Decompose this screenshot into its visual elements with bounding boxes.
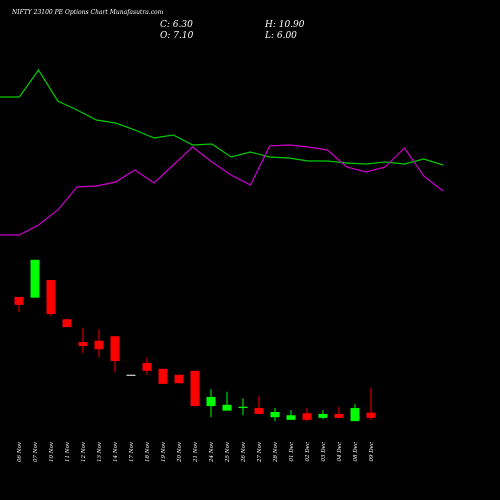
x-tick-label: 13 Nov [97, 441, 103, 462]
x-tick-label: 14 Nov [113, 441, 119, 462]
x-tick-label: 21 Nov [193, 441, 199, 463]
candle-body [222, 404, 232, 411]
x-tick-label: 03 Dec [321, 442, 327, 462]
candle-body [46, 280, 56, 315]
candle-body [30, 259, 40, 298]
x-tick-label: 20 Nov [177, 441, 183, 463]
x-tick-label: 17 Nov [129, 441, 135, 462]
candle-body [14, 297, 24, 305]
x-tick-label: 24 Nov [209, 441, 215, 463]
x-tick-label: 01 Dec [289, 442, 295, 462]
x-tick-label: 19 Nov [161, 441, 167, 462]
candle-body [158, 368, 168, 384]
candle-body [366, 412, 376, 418]
x-tick-label: 12 Nov [81, 441, 87, 462]
candle-body [142, 362, 152, 371]
low-label: L: 6.00 [264, 31, 297, 41]
x-tick-label: 25 Nov [225, 441, 231, 463]
indicator-line [0, 144, 444, 236]
high-label: H: 10.90 [264, 20, 305, 30]
x-tick-label: 28 Nov [273, 441, 279, 463]
x-tick-label: 02 Dec [305, 442, 311, 462]
x-tick-label: 08 Dec [353, 442, 359, 462]
candle-body [94, 340, 104, 350]
candle-body [334, 413, 344, 418]
candle-body [126, 374, 136, 376]
candle-body [110, 336, 120, 362]
candle-body [174, 374, 184, 384]
x-tick-label: 09 Dec [369, 442, 375, 462]
candle-body [286, 415, 296, 420]
candle-body [270, 411, 280, 418]
close-label: C: 6.30 [160, 20, 193, 30]
x-tick-label: 27 Nov [257, 441, 263, 463]
candle-body [302, 413, 312, 420]
candle-body [62, 319, 72, 328]
x-tick-label: 06 Nov [17, 441, 23, 462]
open-label: O: 7.10 [160, 31, 194, 41]
candle-body [350, 408, 360, 422]
x-tick-label: 04 Dec [337, 442, 343, 462]
chart-title: NIFTY 23100 PE Options Chart Munafasutra… [11, 9, 164, 16]
x-tick-label: 11 Nov [65, 441, 71, 462]
x-tick-label: 26 Nov [241, 441, 247, 463]
candle-body [78, 342, 88, 347]
indicator-line [0, 68, 444, 166]
candle-body [206, 396, 216, 407]
candle-body [318, 413, 328, 418]
candle-body [254, 408, 264, 414]
x-tick-label: 18 Nov [145, 441, 151, 462]
candle-body [238, 406, 248, 409]
candle-body [190, 370, 200, 407]
x-tick-label: 07 Nov [33, 441, 39, 462]
x-tick-label: 10 Nov [49, 441, 55, 462]
